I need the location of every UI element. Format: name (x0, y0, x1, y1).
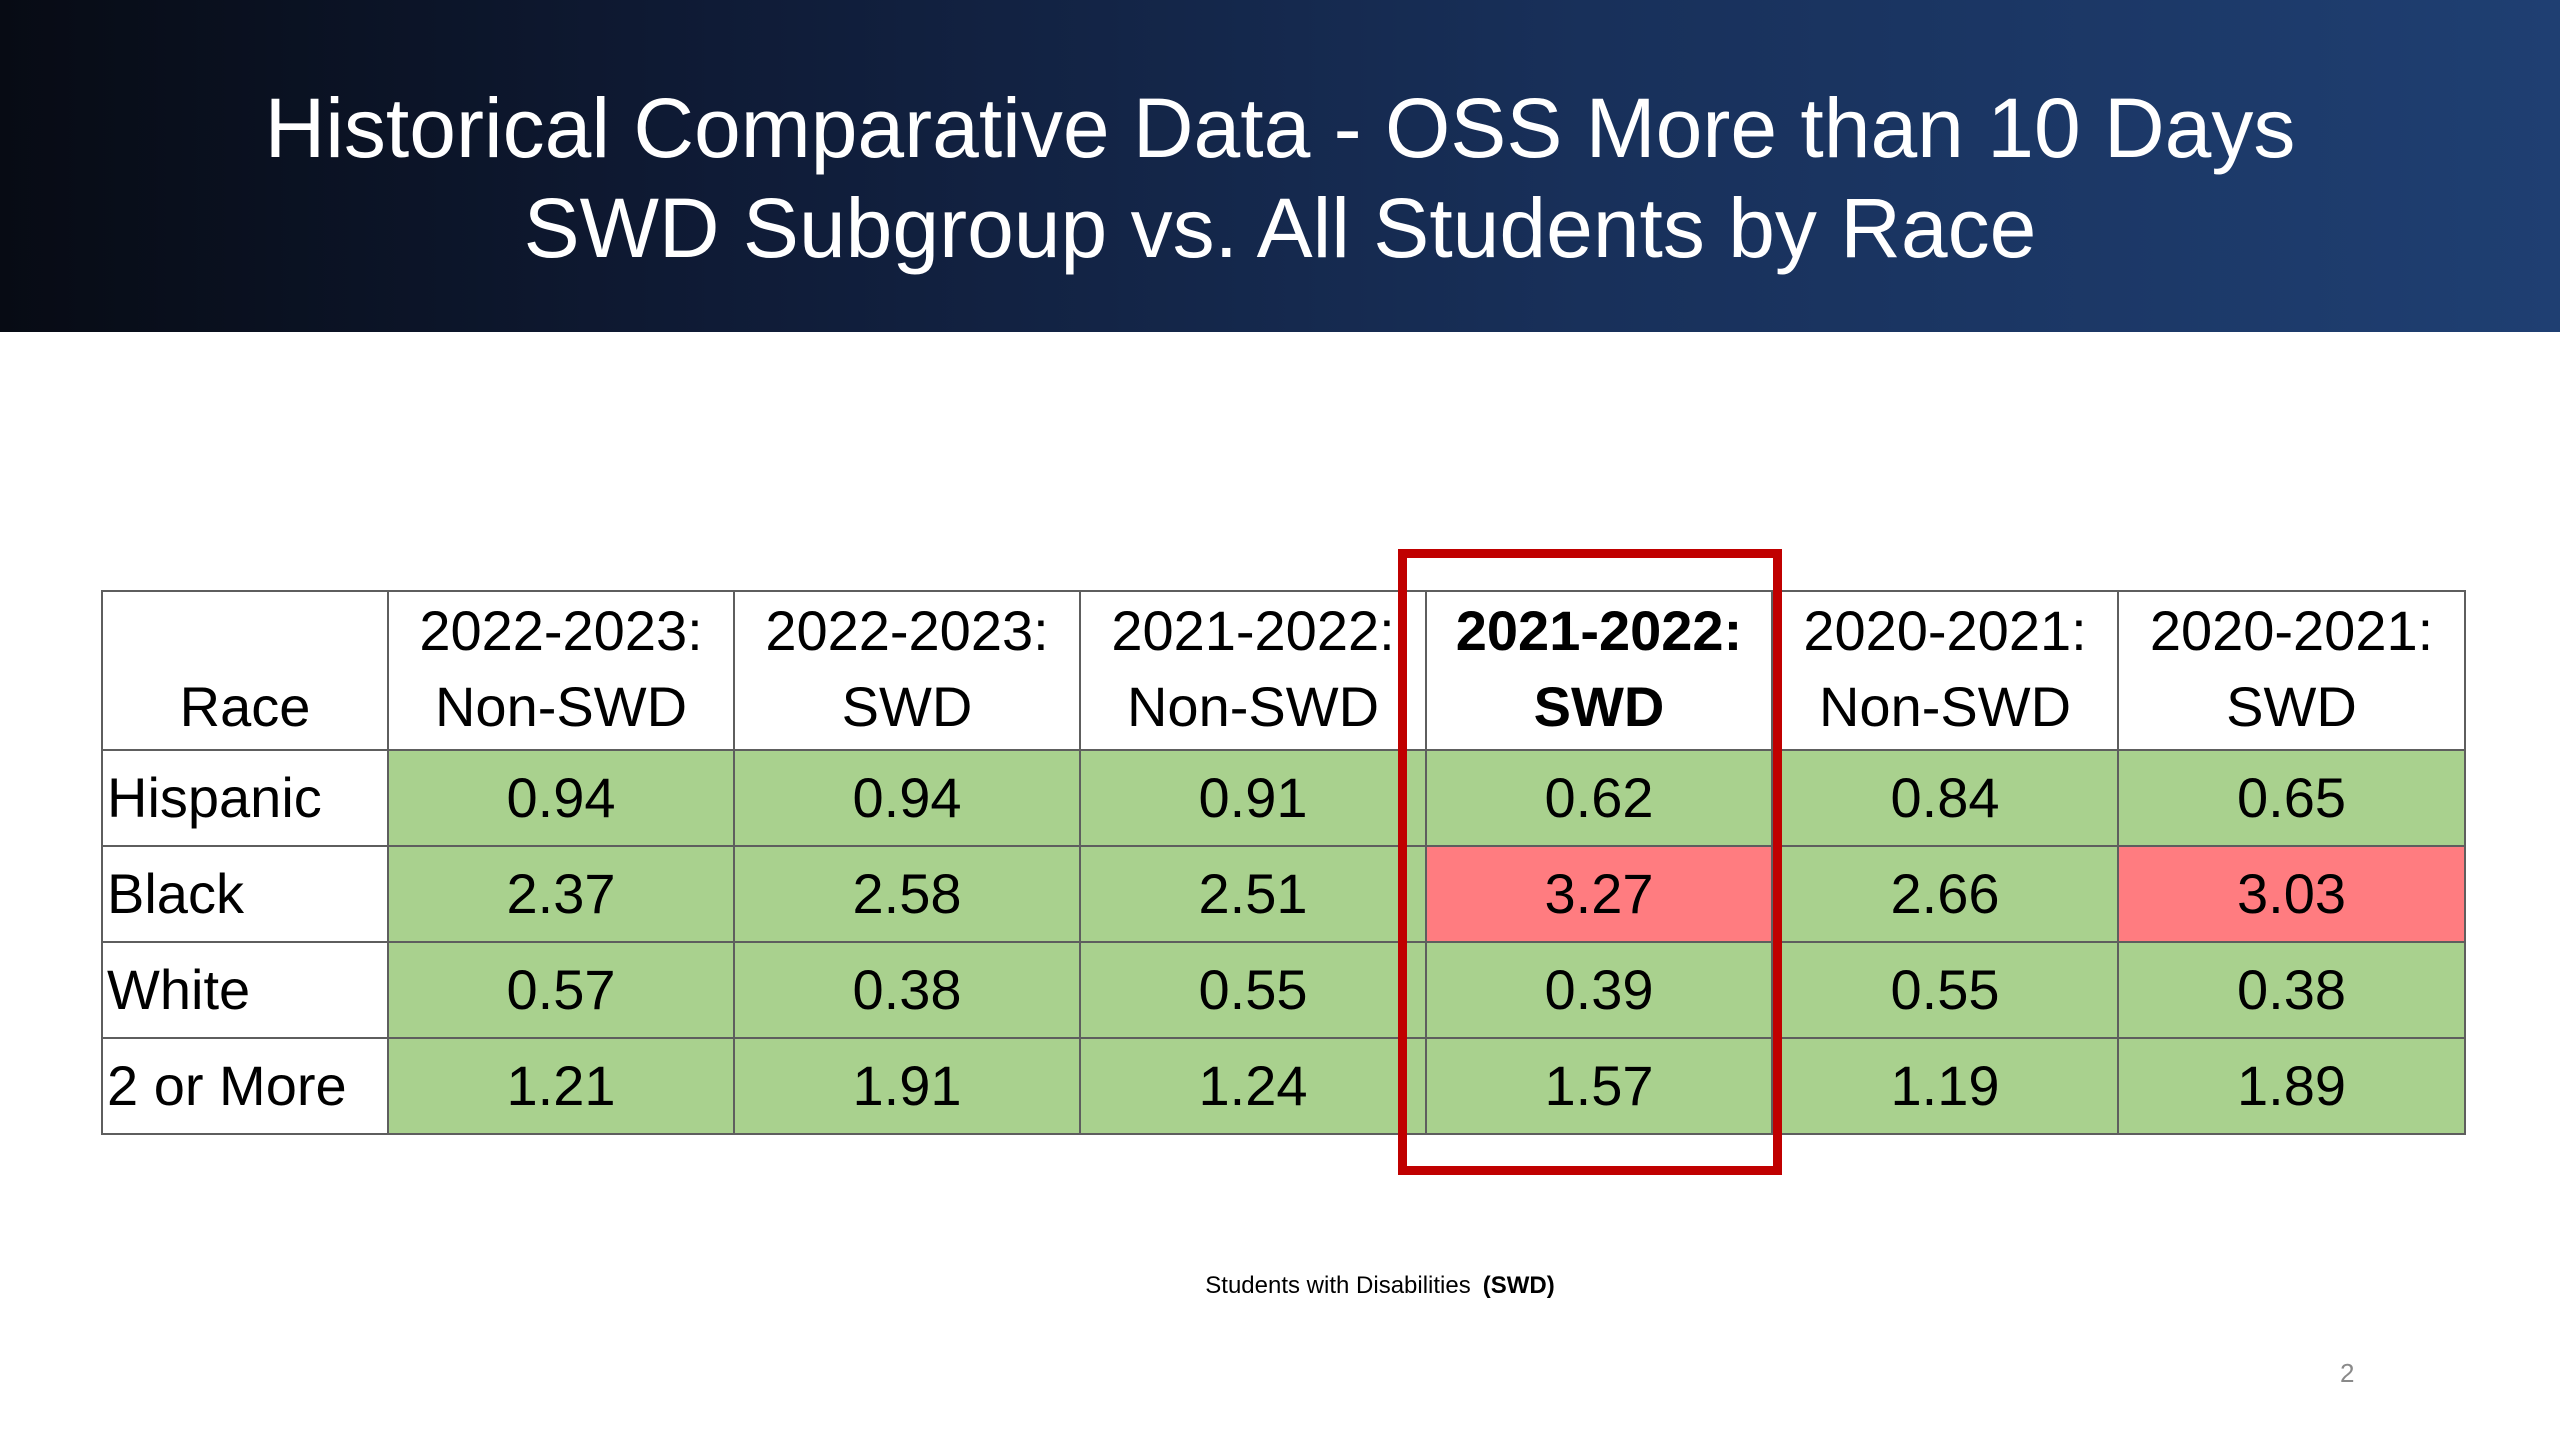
data-cell: 0.55 (1079, 941, 1427, 1039)
column-header-2022-2023-swd: 2022-2023: SWD (733, 590, 1081, 751)
data-cell: 0.62 (1425, 749, 1773, 847)
slide-title-line-2: SWD Subgroup vs. All Students by Race (523, 181, 2037, 275)
page-number: 2 (2340, 1358, 2355, 1388)
column-header-2020-2021-non-swd: 2020-2021: Non-SWD (1771, 590, 2119, 751)
header-row: Race 2022-2023: Non-SWD 2022-2023: SWD 2… (101, 590, 2466, 751)
column-header-year: 2020-2021: (2149, 599, 2434, 662)
data-cell: 1.91 (733, 1037, 1081, 1135)
data-cell: 2.37 (387, 845, 735, 943)
column-header-race-label: Race (179, 675, 311, 738)
data-cell: 0.84 (1771, 749, 2119, 847)
footnote: Students with Disabilities (SWD) (0, 1272, 2560, 1300)
data-cell: 0.65 (2117, 749, 2466, 847)
data-cell: 0.94 (387, 749, 735, 847)
data-cell: 1.19 (1771, 1037, 2119, 1135)
table-row-2-or-more: 2 or More 1.21 1.91 1.24 1.57 1.19 1.89 (101, 1037, 2466, 1135)
column-header-2021-2022-swd: 2021-2022: SWD (1425, 590, 1773, 751)
column-header-group: SWD (1533, 675, 1665, 738)
data-cell: 0.38 (2117, 941, 2466, 1039)
race-label: Hispanic (101, 749, 389, 847)
table-row-hispanic: Hispanic 0.94 0.94 0.91 0.62 0.84 0.65 (101, 749, 2466, 847)
data-cell: 2.58 (733, 845, 1081, 943)
race-label: Black (101, 845, 389, 943)
footnote-text: Students with Disabilities (1205, 1272, 1471, 1299)
slide-title-line-1: Historical Comparative Data - OSS More t… (264, 81, 2296, 175)
column-header-2022-2023-non-swd: 2022-2023: Non-SWD (387, 590, 735, 751)
column-header-group: SWD (841, 675, 973, 738)
column-header-year: 2022-2023: (419, 599, 703, 662)
column-header-group: Non-SWD (1126, 675, 1380, 738)
footnote-abbreviation: (SWD) (1482, 1272, 1555, 1299)
column-header-year: 2020-2021: (1803, 599, 2087, 662)
race-label: 2 or More (101, 1037, 389, 1135)
data-table: Race 2022-2023: Non-SWD 2022-2023: SWD 2… (101, 590, 2466, 1135)
data-cell: 0.94 (733, 749, 1081, 847)
data-cell: 1.57 (1425, 1037, 1773, 1135)
column-header-year: 2021-2022: (1111, 599, 1395, 662)
column-header-year: 2021-2022: (1455, 599, 1743, 662)
column-header-group: SWD (2226, 675, 2357, 738)
data-cell: 0.57 (387, 941, 735, 1039)
data-cell: 2.66 (1771, 845, 2119, 943)
data-cell-flagged: 3.03 (2117, 845, 2466, 943)
data-cell: 0.55 (1771, 941, 2119, 1039)
data-cell: 1.24 (1079, 1037, 1427, 1135)
column-header-year: 2022-2023: (765, 599, 1049, 662)
data-cell: 1.89 (2117, 1037, 2466, 1135)
column-header-2020-2021-swd: 2020-2021: SWD (2117, 590, 2466, 751)
data-cell: 1.21 (387, 1037, 735, 1135)
data-cell: 0.38 (733, 941, 1081, 1039)
column-header-2021-2022-non-swd: 2021-2022: Non-SWD (1079, 590, 1427, 751)
table-row-black: Black 2.37 2.58 2.51 3.27 2.66 3.03 (101, 845, 2466, 943)
data-cell: 2.51 (1079, 845, 1427, 943)
column-header-group: Non-SWD (434, 675, 688, 738)
data-cell: 0.39 (1425, 941, 1773, 1039)
data-cell: 0.91 (1079, 749, 1427, 847)
race-label: White (101, 941, 389, 1039)
column-header-group: Non-SWD (1818, 675, 2072, 738)
table-row-white: White 0.57 0.38 0.55 0.39 0.55 0.38 (101, 941, 2466, 1039)
data-cell-flagged: 3.27 (1425, 845, 1773, 943)
column-header-race: Race (101, 590, 389, 751)
title-banner: Historical Comparative Data - OSS More t… (0, 0, 2560, 332)
